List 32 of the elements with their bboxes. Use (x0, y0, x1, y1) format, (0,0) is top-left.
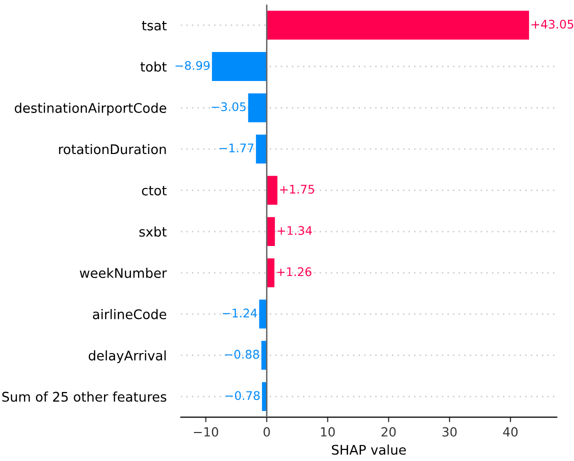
data-label: −0.88 (224, 350, 260, 359)
y-tick-label: airlineCode (92, 309, 166, 320)
data-label: +1.26 (277, 267, 312, 276)
data-label: −3.05 (212, 102, 246, 112)
x-tick-label: 10 (321, 427, 335, 437)
x-tick-label: 30 (442, 427, 457, 437)
data-label: +1.75 (280, 184, 314, 194)
x-axis-title: SHAP value (332, 444, 406, 455)
data-label: −1.77 (220, 144, 254, 152)
x-tick-label: 0 (264, 427, 270, 437)
x-tick-label: −10 (194, 427, 218, 437)
y-tick-label: delayArrival (88, 350, 166, 364)
bar (266, 10, 530, 40)
data-label: −1.24 (222, 308, 258, 318)
bar (248, 93, 267, 122)
data-label: −8.99 (176, 60, 210, 70)
y-tick-label: Sum of 25 other features (2, 392, 166, 402)
y-tick-label: weekNumber (80, 268, 167, 278)
y-tick-label: ctot (142, 186, 167, 196)
x-tick-label: 20 (382, 427, 396, 437)
y-tick-label: rotationDuration (59, 144, 166, 154)
data-label: −0.78 (226, 391, 260, 400)
bar (212, 52, 267, 81)
y-tick-label: tobt (140, 61, 167, 72)
y-tick-label: destinationAirportCode (14, 102, 166, 116)
data-label: +1.34 (278, 226, 312, 235)
x-tick-label: 40 (503, 427, 518, 437)
bar (256, 134, 267, 164)
data-label: +43.05 (532, 20, 574, 29)
bar (266, 176, 278, 205)
y-tick-label: sxbt (139, 226, 167, 237)
y-tick-label: tsat (142, 20, 167, 30)
